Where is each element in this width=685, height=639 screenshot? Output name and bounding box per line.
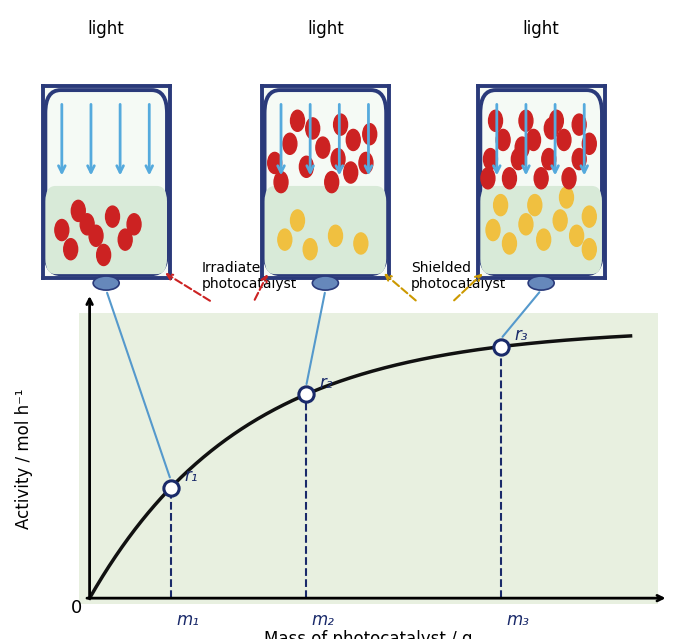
Circle shape: [572, 148, 586, 170]
Circle shape: [334, 114, 347, 135]
Circle shape: [363, 123, 377, 145]
Circle shape: [299, 156, 313, 177]
Circle shape: [290, 110, 304, 131]
Circle shape: [306, 118, 320, 139]
Text: r₃: r₃: [514, 326, 527, 344]
Circle shape: [582, 239, 596, 260]
Text: light: light: [523, 20, 560, 38]
Text: 0: 0: [71, 599, 82, 617]
Circle shape: [119, 229, 132, 250]
Circle shape: [481, 167, 495, 189]
Circle shape: [572, 114, 586, 135]
Circle shape: [303, 239, 317, 260]
Circle shape: [64, 239, 77, 260]
Circle shape: [344, 162, 358, 183]
Circle shape: [519, 110, 533, 131]
Circle shape: [329, 226, 342, 246]
Circle shape: [557, 129, 571, 151]
Circle shape: [582, 206, 596, 227]
Circle shape: [283, 133, 297, 154]
Circle shape: [331, 148, 345, 170]
FancyBboxPatch shape: [45, 186, 167, 274]
FancyBboxPatch shape: [480, 186, 602, 274]
Text: m₁: m₁: [176, 610, 199, 629]
Circle shape: [582, 133, 596, 154]
Circle shape: [268, 152, 282, 173]
Circle shape: [496, 129, 510, 151]
Circle shape: [553, 210, 567, 231]
Circle shape: [325, 171, 338, 193]
Text: r₂: r₂: [319, 374, 333, 392]
Circle shape: [80, 213, 94, 235]
Circle shape: [484, 148, 497, 170]
Circle shape: [560, 187, 573, 208]
Circle shape: [278, 229, 292, 250]
Text: m₃: m₃: [506, 610, 529, 629]
Circle shape: [542, 148, 556, 170]
Circle shape: [494, 194, 508, 216]
Circle shape: [71, 201, 85, 222]
Circle shape: [503, 233, 516, 254]
Circle shape: [89, 226, 103, 246]
Circle shape: [316, 137, 329, 158]
FancyBboxPatch shape: [264, 90, 386, 274]
Circle shape: [290, 210, 304, 231]
Circle shape: [534, 167, 548, 189]
Text: light: light: [88, 20, 125, 38]
Circle shape: [527, 129, 540, 151]
Circle shape: [105, 206, 119, 227]
FancyBboxPatch shape: [480, 90, 602, 274]
Circle shape: [503, 167, 516, 189]
Circle shape: [486, 220, 500, 241]
Circle shape: [127, 213, 141, 235]
Circle shape: [570, 226, 584, 246]
FancyBboxPatch shape: [45, 90, 167, 274]
Text: m₂: m₂: [312, 610, 334, 629]
Text: Shielded
photocatalyst: Shielded photocatalyst: [411, 261, 506, 291]
Circle shape: [488, 110, 503, 131]
Circle shape: [562, 167, 576, 189]
Text: light: light: [307, 20, 344, 38]
Circle shape: [549, 110, 563, 131]
Circle shape: [359, 152, 373, 173]
Circle shape: [519, 213, 533, 235]
Circle shape: [528, 194, 542, 216]
Circle shape: [515, 137, 529, 158]
Circle shape: [354, 233, 368, 254]
Text: r₁: r₁: [184, 467, 198, 485]
Circle shape: [55, 220, 68, 241]
Circle shape: [512, 148, 525, 170]
Text: Activity / mol h⁻¹: Activity / mol h⁻¹: [15, 389, 33, 528]
Circle shape: [97, 245, 110, 266]
Text: Mass of photocatalyst / g: Mass of photocatalyst / g: [264, 630, 473, 639]
Text: Irradiated
photocatalyst: Irradiated photocatalyst: [202, 261, 297, 291]
Circle shape: [545, 118, 558, 139]
Circle shape: [347, 129, 360, 151]
FancyBboxPatch shape: [264, 186, 386, 274]
Circle shape: [274, 171, 288, 193]
Circle shape: [537, 229, 551, 250]
